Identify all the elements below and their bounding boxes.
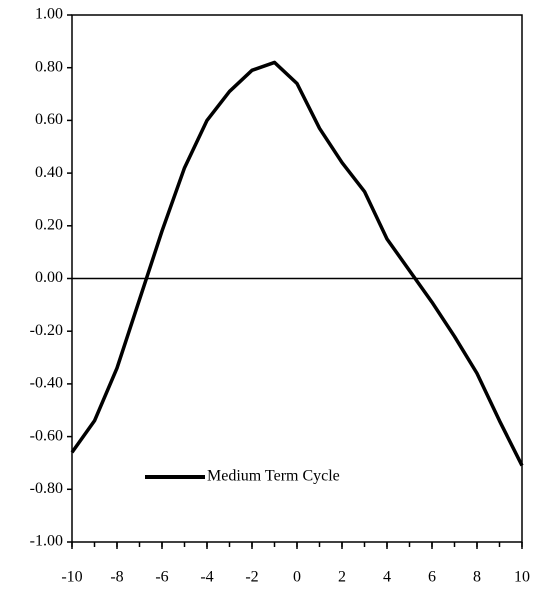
y-tick-label: 0.60 xyxy=(35,111,63,128)
x-tick-label: -2 xyxy=(245,569,258,586)
x-tick-label: -4 xyxy=(200,569,213,586)
y-tick-label: -0.80 xyxy=(30,480,63,497)
x-tick-label: 8 xyxy=(473,569,481,586)
y-tick-label: -0.40 xyxy=(30,375,63,392)
y-tick-label: 0.00 xyxy=(35,269,63,286)
y-tick-label: 0.20 xyxy=(35,216,63,233)
y-tick-label: -0.20 xyxy=(30,322,63,339)
y-tick-label: -1.00 xyxy=(30,533,63,550)
series-line xyxy=(70,60,524,467)
y-tick-label: 0.40 xyxy=(35,164,63,181)
y-tick-label: 1.00 xyxy=(35,6,63,23)
y-tick-label: -0.60 xyxy=(30,427,63,444)
legend-label: Medium Term Cycle xyxy=(207,468,340,485)
y-tick-label: 0.80 xyxy=(35,58,63,75)
x-tick-label: 10 xyxy=(514,569,530,586)
x-tick-label: 6 xyxy=(428,569,436,586)
x-tick-label: 2 xyxy=(338,569,346,586)
x-tick-label: -10 xyxy=(61,569,82,586)
x-tick-label: 0 xyxy=(293,569,301,586)
x-tick-label: -8 xyxy=(110,569,123,586)
x-tick-label: -6 xyxy=(155,569,168,586)
x-tick-label: 4 xyxy=(383,569,391,586)
